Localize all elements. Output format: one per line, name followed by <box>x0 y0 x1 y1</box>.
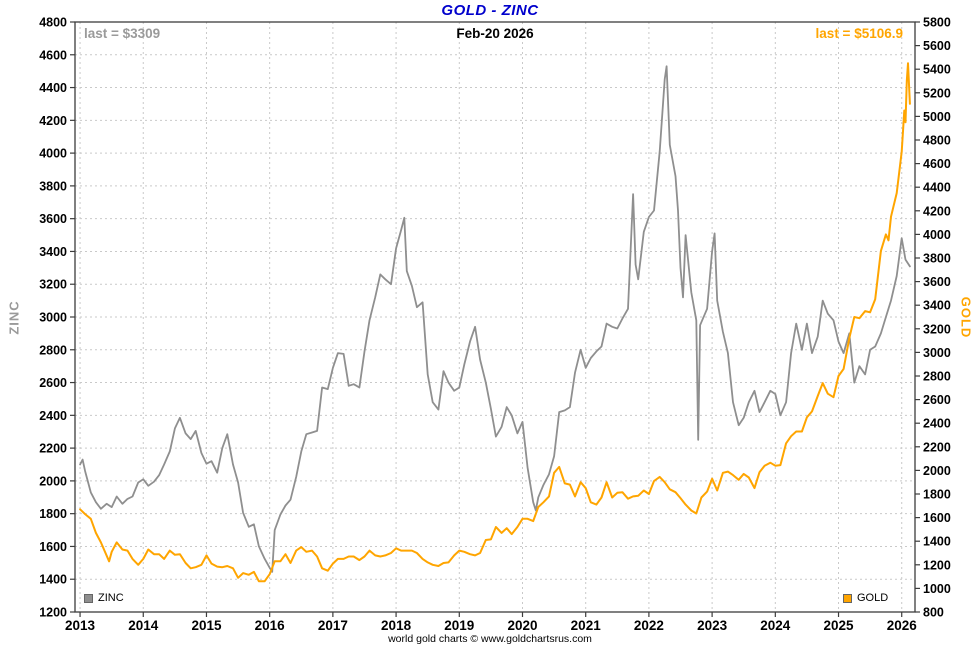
svg-text:2000: 2000 <box>39 474 67 488</box>
svg-text:2023: 2023 <box>697 618 728 633</box>
right-axis-title-gold: GOLD <box>958 296 974 339</box>
zinc-legend-label: ZINC <box>98 592 124 604</box>
svg-text:3800: 3800 <box>923 252 951 266</box>
svg-text:2016: 2016 <box>255 618 286 633</box>
svg-text:2200: 2200 <box>923 440 951 454</box>
svg-text:1800: 1800 <box>39 507 67 521</box>
gold-legend: GOLD <box>843 592 888 604</box>
svg-text:2020: 2020 <box>507 618 537 633</box>
svg-text:2000: 2000 <box>923 464 951 478</box>
svg-text:4600: 4600 <box>39 48 67 62</box>
svg-text:2025: 2025 <box>823 618 854 633</box>
svg-text:2400: 2400 <box>923 417 951 431</box>
svg-text:1400: 1400 <box>39 573 67 587</box>
svg-text:1600: 1600 <box>923 511 951 525</box>
svg-text:2200: 2200 <box>39 442 67 456</box>
svg-text:1600: 1600 <box>39 540 67 554</box>
gold-legend-swatch <box>843 593 852 603</box>
svg-text:2013: 2013 <box>65 618 96 633</box>
svg-text:1400: 1400 <box>923 535 951 549</box>
svg-text:3400: 3400 <box>39 245 67 259</box>
zinc-last-value-label: last = $3309 <box>84 26 161 41</box>
svg-text:1800: 1800 <box>923 488 951 502</box>
copyright-footer: world gold charts © www.goldchartsrus.co… <box>388 633 592 645</box>
svg-text:4800: 4800 <box>39 16 67 30</box>
svg-text:4200: 4200 <box>923 204 951 218</box>
svg-text:4800: 4800 <box>923 134 951 148</box>
svg-text:2022: 2022 <box>634 618 664 633</box>
svg-text:2019: 2019 <box>444 618 474 633</box>
svg-text:3200: 3200 <box>923 322 951 336</box>
svg-text:3200: 3200 <box>39 278 67 292</box>
svg-text:1200: 1200 <box>39 606 67 620</box>
svg-text:2021: 2021 <box>571 618 602 633</box>
svg-text:3600: 3600 <box>923 275 951 289</box>
svg-text:2600: 2600 <box>923 393 951 407</box>
svg-text:3800: 3800 <box>39 179 67 193</box>
zinc-legend-swatch <box>84 593 93 603</box>
svg-text:2017: 2017 <box>318 618 348 633</box>
svg-text:2026: 2026 <box>887 618 918 633</box>
svg-text:5000: 5000 <box>923 110 951 124</box>
svg-text:4000: 4000 <box>39 147 67 161</box>
chart-subtitle-date: Feb-20 2026 <box>456 26 534 41</box>
svg-text:5600: 5600 <box>923 39 951 53</box>
gold-last-value-label: last = $5106.9 <box>815 26 903 41</box>
svg-text:2014: 2014 <box>128 618 159 633</box>
svg-text:3600: 3600 <box>39 212 67 226</box>
svg-text:5400: 5400 <box>923 63 951 77</box>
svg-text:1200: 1200 <box>923 558 951 572</box>
svg-text:3400: 3400 <box>923 299 951 313</box>
svg-text:4000: 4000 <box>923 228 951 242</box>
svg-text:2015: 2015 <box>191 618 222 633</box>
svg-text:4600: 4600 <box>923 157 951 171</box>
svg-text:4400: 4400 <box>39 81 67 95</box>
svg-text:2024: 2024 <box>760 618 791 633</box>
svg-text:2400: 2400 <box>39 409 67 423</box>
chart-title: GOLD - ZINC <box>441 2 539 19</box>
svg-text:2800: 2800 <box>39 343 67 357</box>
left-axis-title-zinc: ZINC <box>6 300 22 335</box>
gold-legend-label: GOLD <box>857 592 889 604</box>
svg-text:800: 800 <box>923 606 944 620</box>
svg-text:1000: 1000 <box>923 582 951 596</box>
svg-text:5200: 5200 <box>923 86 951 100</box>
zinc-legend: ZINC <box>84 592 124 604</box>
svg-text:2018: 2018 <box>381 618 412 633</box>
svg-text:4200: 4200 <box>39 114 67 128</box>
svg-text:4400: 4400 <box>923 181 951 195</box>
svg-text:3000: 3000 <box>923 346 951 360</box>
svg-text:2800: 2800 <box>923 370 951 384</box>
svg-text:3000: 3000 <box>39 311 67 325</box>
svg-text:2600: 2600 <box>39 376 67 390</box>
svg-text:5800: 5800 <box>923 16 951 30</box>
